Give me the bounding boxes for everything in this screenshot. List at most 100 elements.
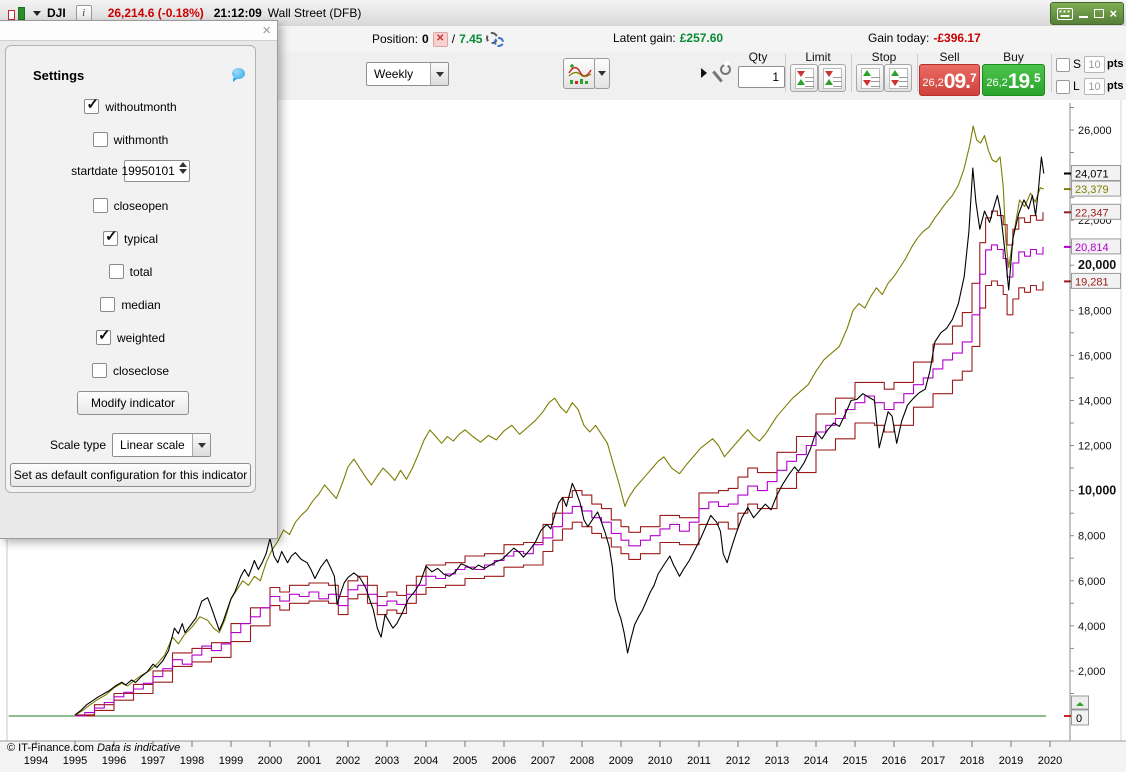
quote-time: 21:12:09 [213, 6, 262, 20]
stop-pts-input[interactable]: 10 [1084, 56, 1105, 73]
chart-type-button[interactable] [563, 58, 596, 89]
weighted-label: weighted [116, 330, 166, 345]
svg-text:2003: 2003 [375, 755, 399, 767]
stop-label: Stop [871, 50, 897, 64]
minimize-icon[interactable] [1078, 15, 1088, 18]
scale-type-label: Scale type [49, 438, 107, 452]
svg-text:1999: 1999 [219, 755, 243, 767]
svg-text:22,347: 22,347 [1075, 207, 1109, 219]
set-default-config-button[interactable]: Set as default configuration for this in… [10, 463, 251, 487]
closeclose-checkbox[interactable] [91, 363, 107, 378]
svg-text:2005: 2005 [453, 755, 477, 767]
close-icon[interactable]: × [262, 22, 271, 39]
chart-type-icon [567, 63, 592, 84]
spinner-arrows-icon[interactable] [178, 162, 187, 174]
median-checkbox[interactable] [100, 297, 116, 312]
settings-title: Settings [33, 68, 85, 83]
stop-checkbox[interactable] [1056, 58, 1070, 72]
total-checkbox[interactable] [108, 264, 124, 279]
price-chart[interactable]: 2,000 4,000 6,000 8,000 10,000 12,000 14,000 16… [0, 100, 1126, 772]
closeopen-label: closeopen [113, 198, 169, 213]
limit-order-buy-button[interactable] [790, 64, 818, 92]
close-icon[interactable]: × [1109, 6, 1118, 21]
sell-button[interactable]: 26,2 09. 7 [919, 64, 980, 96]
checkbox-row-weighted[interactable]: weighted [6, 326, 255, 345]
checkbox-row-withoutmonth[interactable]: withoutmonth [6, 95, 255, 114]
svg-text:1994: 1994 [24, 755, 48, 767]
svg-text:2006: 2006 [492, 755, 516, 767]
typical-checkbox[interactable] [102, 227, 118, 246]
closeopen-checkbox[interactable] [92, 198, 108, 213]
sell-price-decimal: 7 [969, 71, 977, 85]
wrench-icon[interactable] [710, 60, 732, 88]
chevron-down-icon [598, 71, 606, 76]
collapse-panel-icon[interactable] [701, 68, 707, 78]
svg-text:2015: 2015 [843, 755, 867, 767]
svg-text:2007: 2007 [531, 755, 555, 767]
stop-order-sell-button[interactable] [884, 64, 912, 92]
svg-text:18,000: 18,000 [1078, 305, 1112, 317]
checkbox-row-closeopen[interactable]: closeopen [6, 198, 255, 213]
window-controls: × [1050, 2, 1124, 25]
stop-order-buy-button[interactable] [856, 64, 884, 92]
modify-indicator-button[interactable]: Modify indicator [77, 391, 189, 415]
gears-icon[interactable] [486, 31, 505, 47]
info-icon[interactable]: i [75, 5, 92, 21]
position-label: Position: [372, 32, 419, 46]
weighted-checkbox[interactable] [95, 326, 111, 345]
limit-checkbox[interactable] [1056, 80, 1070, 94]
position-cluster: Position: 0 ✕ / 7.45 [372, 31, 505, 47]
checkbox-row-total[interactable]: total [6, 264, 255, 279]
svg-text:2013: 2013 [765, 755, 789, 767]
keyboard-icon[interactable] [1056, 7, 1073, 20]
timeframe-select[interactable]: Weekly [366, 62, 449, 86]
qty-input[interactable]: 1 [738, 66, 785, 88]
svg-text:© IT-Finance.com Data is indic: © IT-Finance.com Data is indicative [7, 742, 180, 754]
limit-pts-input[interactable]: 10 [1084, 78, 1105, 95]
svg-text:6,000: 6,000 [1078, 576, 1106, 588]
withmonth-checkbox[interactable] [92, 132, 108, 147]
checkbox-row-median[interactable]: median [6, 297, 255, 312]
svg-text:14,000: 14,000 [1078, 396, 1112, 408]
chevron-down-icon[interactable] [33, 10, 41, 16]
svg-text:2004: 2004 [414, 755, 438, 767]
stop-letter: S [1073, 57, 1082, 71]
sell-price-main: 09. [943, 70, 971, 93]
buy-price-prefix: 26,2 [986, 77, 1008, 89]
limit-order-sell-button[interactable] [818, 64, 846, 92]
svg-text:1996: 1996 [102, 755, 126, 767]
qty-label: Qty [748, 50, 768, 64]
svg-text:2011: 2011 [687, 755, 711, 767]
help-bubble-icon[interactable] [232, 68, 245, 82]
timeframe-dropdown-icon[interactable] [430, 63, 448, 85]
sell-label: Sell [939, 50, 960, 64]
withoutmonth-checkbox[interactable] [84, 95, 100, 114]
checkbox-row-closeclose[interactable]: closeclose [6, 363, 255, 378]
settings-dialog: × Settings withoutmonth withmonth startd… [0, 20, 278, 539]
buy-price-decimal: 5 [1033, 71, 1041, 85]
buy-label: Buy [1003, 50, 1024, 64]
checkbox-row-withmonth[interactable]: withmonth [6, 132, 255, 147]
svg-text:1998: 1998 [180, 755, 204, 767]
startdate-label: startdate [71, 164, 118, 178]
scale-type-select[interactable]: Linear scale [112, 433, 212, 457]
startdate-row: startdate 19950101 [6, 160, 255, 182]
startdate-input[interactable]: 19950101 [121, 160, 190, 182]
chart-type-dropdown[interactable] [594, 58, 610, 89]
svg-text:16,000: 16,000 [1078, 350, 1112, 362]
maximize-icon[interactable] [1093, 9, 1104, 18]
svg-text:2019: 2019 [999, 755, 1023, 767]
checkbox-row-typical[interactable]: typical [6, 227, 255, 246]
svg-text:2,000: 2,000 [1078, 666, 1106, 678]
typical-label: typical [123, 231, 158, 246]
gain-today-value: -£396.17 [933, 31, 981, 45]
svg-text:2014: 2014 [804, 755, 828, 767]
svg-text:2020: 2020 [1038, 755, 1062, 767]
settings-panel: Settings withoutmonth withmonth startdat… [5, 45, 256, 493]
buy-button[interactable]: 26,2 19. 5 [982, 64, 1045, 96]
close-position-icon[interactable]: ✕ [432, 31, 448, 47]
svg-text:1997: 1997 [141, 755, 165, 767]
scale-dropdown-icon[interactable] [192, 434, 211, 456]
latent-gain-cluster: Latent gain: £257.60 [613, 31, 723, 45]
